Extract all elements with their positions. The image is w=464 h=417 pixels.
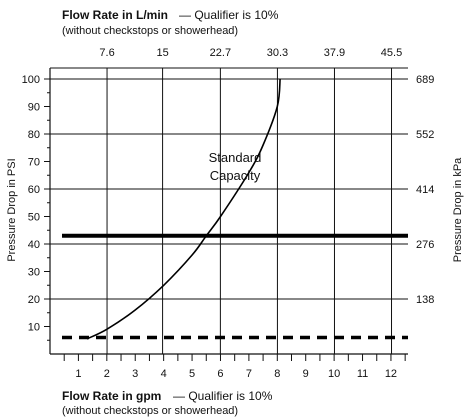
bottom-tick-label: 6 (217, 368, 223, 380)
top-tick-label: 22.7 (210, 47, 231, 59)
curve-label-line-2: Capacity (210, 168, 261, 183)
top-tick-label: 45.5 (381, 47, 402, 59)
series (86, 78, 281, 340)
top-axis-title-bold: Flow Rate in L/min (62, 8, 168, 22)
bottom-tick-label: 4 (161, 368, 167, 380)
bottom-tick-label: 10 (328, 368, 340, 380)
bottom-tick-label: 8 (274, 368, 280, 380)
left-tick-label: 90 (28, 102, 40, 114)
bottom-axis-title-bold: Flow Rate in gpm (62, 389, 161, 403)
top-tick-label: 15 (156, 47, 168, 59)
bottom-tick-label: 9 (303, 368, 309, 380)
top-tick-label: 7.6 (99, 47, 114, 59)
left-tick-label: 70 (28, 157, 40, 169)
right-tick-label: 138 (416, 294, 434, 306)
left-tick-label: 100 (22, 74, 40, 86)
top-axis-subtitle: (without checkstops or showerhead) (62, 25, 238, 37)
left-tick-label: 20 (28, 294, 40, 306)
bottom-tick-label: 1 (75, 368, 81, 380)
top-tick-label: 37.9 (324, 47, 345, 59)
bottom-tick-label: 3 (132, 368, 138, 380)
grid (49, 67, 408, 355)
left-tick-label: 60 (28, 184, 40, 196)
bottom-axis-title-rest: — Qualifier is 10% (173, 389, 273, 403)
bottom-tick-label: 12 (385, 368, 397, 380)
left-tick-label: 10 (28, 322, 40, 334)
right-axis-title: Pressure Drop in kPa (452, 157, 464, 262)
top-axis-title-rest: — Qualifier is 10% (179, 8, 279, 22)
right-tick-label: 689 (416, 74, 434, 86)
curve-label-line-1: Standard (209, 150, 262, 165)
right-tick-label: 276 (416, 239, 434, 251)
left-tick-label: 50 (28, 212, 40, 224)
tick-labels: 7.6 15 22.7 30.3 37.9 45.51382764145526891020… (22, 47, 435, 380)
left-tick-label: 40 (28, 239, 40, 251)
right-tick-label: 414 (416, 184, 434, 196)
bottom-tick-label: 11 (357, 368, 368, 380)
reference-lines (62, 233, 408, 340)
left-axis-title: Pressure Drop in PSI (6, 158, 18, 261)
top-tick-label: 30.3 (267, 47, 288, 59)
bottom-tick-label: 2 (104, 368, 110, 380)
right-tick-label: 552 (416, 129, 434, 141)
left-tick-label: 80 (28, 129, 40, 141)
axis-ticks (44, 78, 406, 361)
bottom-tick-label: 5 (189, 368, 195, 380)
bottom-tick-label: 7 (246, 368, 252, 380)
bottom-axis-subtitle: (without checkstops or showerhead) (62, 405, 238, 417)
left-tick-label: 30 (28, 267, 40, 279)
standard-capacity-curve (86, 78, 281, 340)
